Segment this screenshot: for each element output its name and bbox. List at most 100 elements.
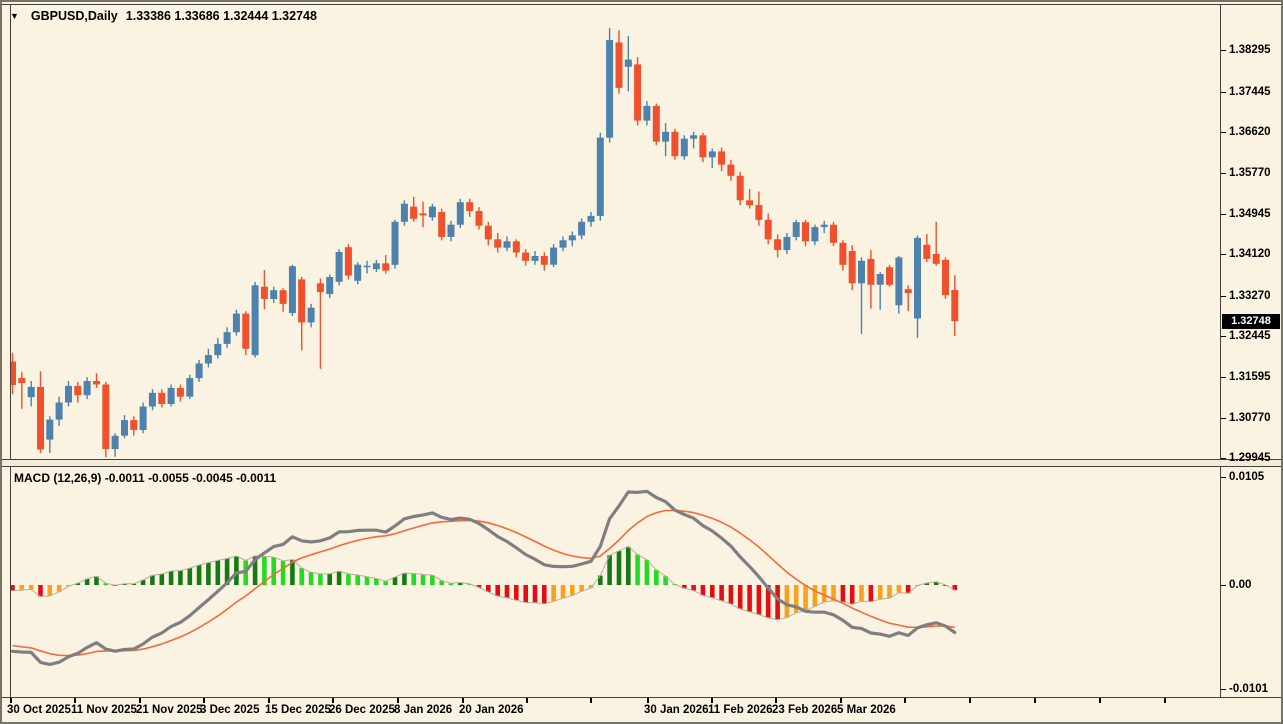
candle-body [158,392,166,404]
price-axis-label: 1.30770 [1229,411,1271,424]
candle-body [858,260,865,284]
candle-body [615,42,623,88]
price-axis-label: 1.37445 [1229,85,1271,98]
time-axis-tick [711,698,713,703]
candle-body [83,381,91,396]
time-axis-tick [1099,698,1101,703]
macd-histogram-bar [458,582,463,585]
macd-histogram-bar [840,585,846,602]
collapse-panel-icon[interactable]: ▼ [10,11,19,21]
macd-histogram-bar [94,576,99,585]
time-axis-tick [268,698,270,703]
macd-histogram-bar [486,585,491,592]
macd-histogram-bar [504,585,510,598]
macd-histogram-bar [11,585,15,591]
candle-body [662,131,670,142]
macd-histogram-bar [523,585,528,603]
candle-body [690,135,698,139]
price-axis-tick [1221,458,1226,459]
macd-histogram-bar [131,583,137,585]
candle-wick [95,373,98,388]
macd-histogram-bar [542,585,547,604]
plot-top-border [2,4,1281,5]
price-axis-line [1220,4,1221,697]
candle-body [251,285,259,356]
macd-histogram-bar [19,585,25,591]
time-axis-tick [647,698,649,703]
macd-histogram-bar [476,585,482,588]
candle-body [298,279,306,323]
price-chart-pane[interactable] [11,5,1220,459]
macd-histogram-bar [728,585,734,604]
macd-histogram-bar [793,585,799,613]
time-axis-label: 23 Feb 2026 [772,704,838,716]
macd-histogram-bar [756,585,762,615]
time-axis-label: 30 Jan 2026 [644,704,709,716]
macd-histogram-bar [187,568,193,585]
candle-body [746,200,754,206]
candle-body [596,137,604,216]
macd-histogram-bar [196,565,202,585]
candle-wick [907,285,909,312]
macd-axis-label: -0.0101 [1229,682,1269,695]
time-axis-label: 15 Dec 2025 [265,704,331,716]
candle-body [270,290,278,299]
macd-axis-label: 0.0105 [1229,471,1265,483]
candle-body [428,206,436,218]
macd-histogram-bar [327,573,332,585]
candle-body [260,286,268,299]
candle-body [811,227,819,242]
candle-body [606,40,614,138]
candle-body [634,64,642,121]
pane-separator[interactable] [2,459,1281,467]
price-axis-label: 1.32445 [1229,329,1271,342]
time-axis-label: 11 Feb 2026 [708,704,773,716]
macd-histogram-bar [924,583,930,585]
candle-body [680,138,688,157]
macd-histogram-bar [551,585,556,602]
price-axis-tick [1221,213,1226,215]
time-axis-tick [397,698,399,703]
macd-histogram-bar [215,560,221,585]
candle-body [232,313,240,333]
price-axis-tick [1221,295,1226,297]
macd-histogram-bar [821,585,827,602]
price-axis-label: 1.34120 [1229,248,1271,260]
macd-histogram-bar [430,575,435,585]
candle-body [438,212,446,237]
macd-histogram-bar [224,558,230,585]
time-axis-label: 30 Oct 2025 [7,704,71,716]
macd-histogram-outline [12,546,956,621]
candle-body [550,247,558,265]
candle-body [102,384,110,449]
macd-indicator-pane[interactable] [11,468,1220,697]
candle-body [410,206,418,219]
macd-axis-label: 0.00 [1229,579,1252,591]
candle-body [568,235,576,241]
macd-histogram-bar [38,585,43,597]
candle-body [886,267,893,285]
candle-body [363,265,371,268]
macd-histogram-bar [168,571,174,585]
macd-indicator-label: MACD (12,26,9) -0.0011 -0.0055 -0.0045 -… [14,471,277,485]
candle-body [18,378,26,383]
price-axis-tick [1221,50,1226,51]
price-axis-label: 1.36620 [1229,125,1271,138]
macd-histogram-bar [635,554,640,585]
macd-histogram-bar [933,581,939,585]
time-axis-tick [462,698,464,703]
macd-histogram-bar [952,585,958,591]
macd-histogram-bar [103,583,109,585]
time-axis-line [2,697,1281,698]
candle-body [540,256,548,265]
symbol-timeframe-label: GBPUSD,Daily [30,9,118,23]
price-axis-tick [1221,377,1226,379]
macd-axis-tick [1221,688,1226,690]
macd-histogram-bar [775,585,780,620]
candle-body [774,239,782,250]
macd-histogram-bar [905,585,911,594]
price-axis-label: 1.35770 [1229,167,1271,180]
candle-body [531,256,539,261]
candle-body [671,131,679,157]
candle-body [820,224,828,228]
